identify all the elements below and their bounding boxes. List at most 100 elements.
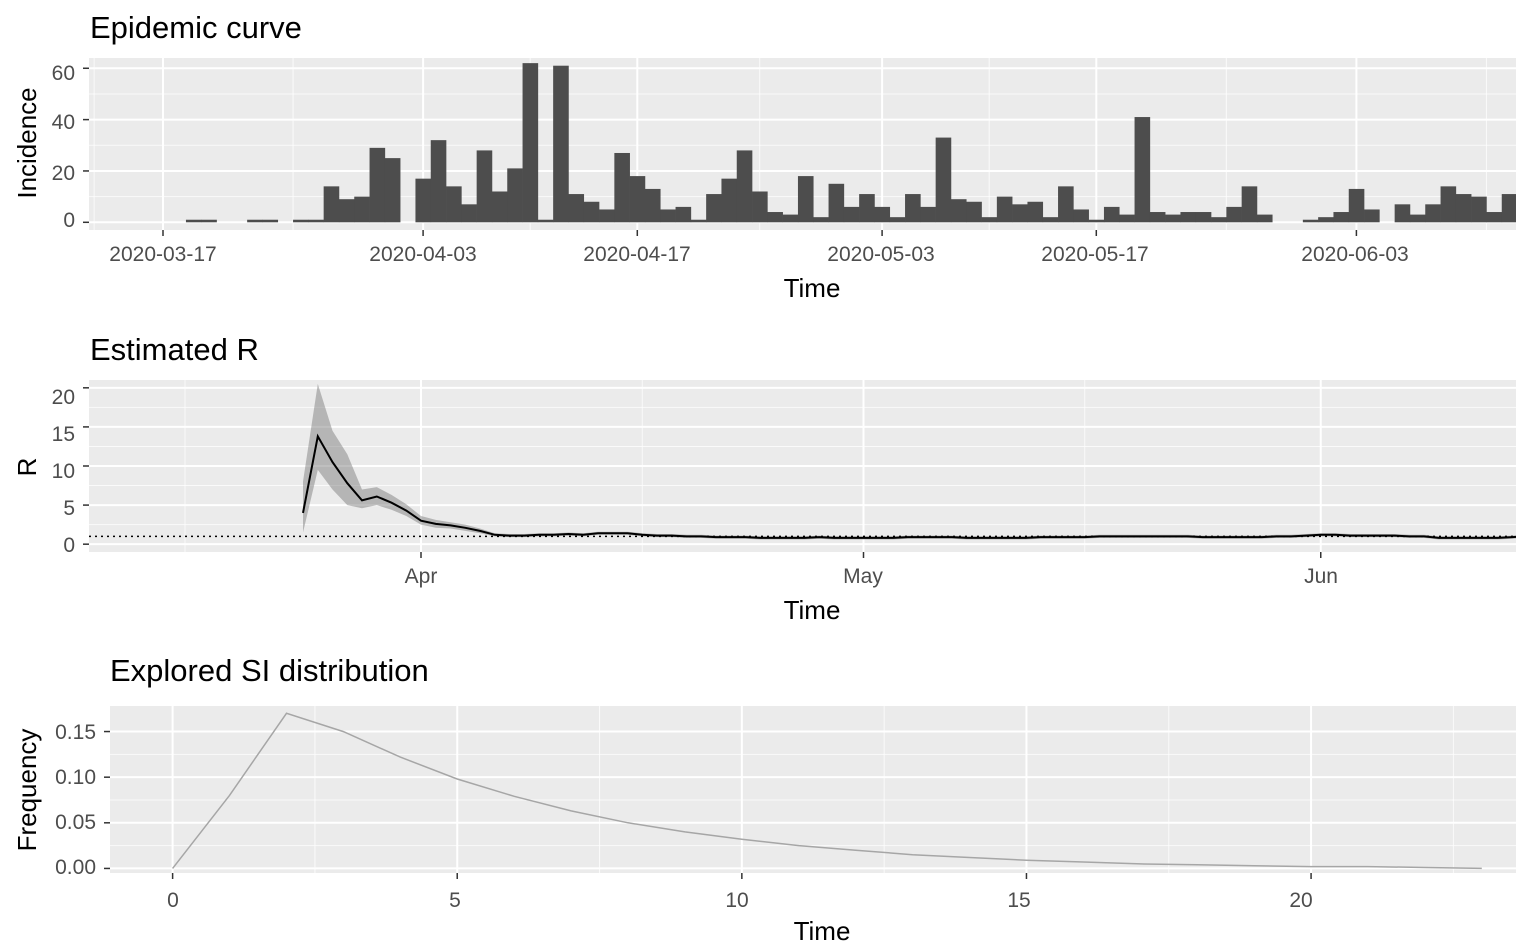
incidence-bar (568, 194, 585, 223)
incidence-bar (874, 206, 891, 223)
estimated-r-title: Estimated R (90, 332, 259, 367)
incidence-bar (1333, 212, 1350, 223)
incidence-bar (323, 186, 340, 223)
incidence-bar (1119, 214, 1135, 223)
incidence-bar (859, 194, 875, 223)
incidence-bar (1012, 204, 1028, 223)
incidence-bar (1394, 204, 1411, 223)
x-tick-label: 2020-04-17 (583, 243, 690, 266)
incidence-bar (491, 191, 508, 223)
x-tick-label: 20 (1289, 889, 1312, 912)
x-tick-label: 2020-06-03 (1301, 243, 1408, 266)
incidence-bar (308, 219, 324, 223)
incidence-bar (843, 206, 860, 223)
incidence-bar (1195, 212, 1212, 223)
incidence-bar (797, 176, 814, 223)
estimated-r-x-axis-title: Time (784, 595, 841, 625)
x-tick-label: 2020-05-17 (1041, 243, 1148, 266)
incidence-bar (430, 140, 447, 223)
incidence-bar (905, 194, 921, 223)
incidence-bar (415, 178, 432, 223)
incidence-bar (262, 219, 279, 223)
incidence-bar (706, 194, 722, 223)
y-tick-label: 40 (52, 111, 75, 134)
incidence-bar (889, 217, 906, 223)
incidence-bar (1134, 117, 1151, 223)
x-tick-label: 0 (167, 889, 179, 912)
incidence-bar (966, 201, 982, 223)
y-tick-label: 5 (63, 497, 75, 520)
incidence-bar (721, 178, 738, 223)
estimated-r-chart: Estimated R 0 5 10 15 20 Apr May Jun Tim… (12, 332, 1516, 625)
estimated-r-y-axis-title: R (12, 458, 42, 477)
y-tick-label: 0.15 (55, 721, 96, 744)
si-distribution-chart: Explored SI distribution 0.00 0.05 0.10 … (12, 653, 1516, 946)
incidence-bar (1088, 219, 1105, 223)
y-tick-label: 15 (52, 423, 75, 446)
incidence-bar (981, 217, 998, 223)
x-tick-label: Apr (405, 565, 438, 588)
r-credible-interval-band (303, 383, 1516, 540)
incidence-bar (752, 191, 768, 223)
y-tick-label: 0.10 (55, 766, 96, 789)
incidence-bar (1256, 214, 1273, 223)
incidence-bar (583, 201, 600, 223)
incidence-bar (1027, 201, 1044, 223)
incidence-bar (690, 219, 707, 223)
incidence-bar (1409, 214, 1426, 223)
incidence-bar (1486, 212, 1503, 223)
estimated-r-series (89, 383, 1516, 540)
incidence-bar (461, 204, 477, 223)
incidence-bar (1103, 206, 1120, 223)
incidence-bar (614, 152, 630, 223)
incidence-bar (1211, 217, 1227, 223)
incidence-bar (1241, 186, 1258, 223)
si-distribution-title: Explored SI distribution (110, 653, 429, 688)
x-tick-label: Jun (1304, 565, 1338, 588)
epidemic-curve-y-axis-title: Incidence (12, 87, 42, 198)
incidence-bar (1455, 194, 1472, 223)
si-distribution-y-axis-title: Frequency (12, 729, 42, 852)
si-distribution-line (172, 712, 1482, 870)
epidemic-curve-x-axis-title: Time (784, 273, 841, 303)
si-distribution-x-axis-title: Time (794, 916, 851, 946)
incidence-bar (767, 212, 783, 223)
incidence-bar (1348, 188, 1365, 223)
r-mean-line (302, 433, 1516, 539)
incidence-bar (247, 219, 263, 223)
incidence-bar (920, 206, 936, 223)
incidence-bar (629, 176, 646, 223)
y-tick-label: 0.05 (55, 811, 96, 834)
epidemic-curve-y-ticks: 0 20 40 60 (52, 62, 75, 232)
incidence-bar (935, 137, 952, 223)
si-distribution-gridlines (104, 706, 1516, 879)
x-tick-label: 10 (725, 889, 748, 912)
incidence-bar (476, 150, 493, 223)
incidence-bar (813, 217, 829, 223)
x-tick-label: 2020-03-17 (109, 243, 216, 266)
incidence-bar (201, 219, 217, 223)
y-tick-label: 20 (52, 162, 75, 185)
incidence-bar (1165, 214, 1181, 223)
incidence-bar (1149, 212, 1166, 223)
incidence-bar (522, 63, 539, 223)
y-tick-label: 0.00 (55, 856, 96, 879)
incidence-bar (1364, 209, 1380, 223)
incidence-bar (1318, 217, 1334, 223)
incidence-bar (644, 188, 661, 223)
si-distribution-y-ticks: 0.00 0.05 0.10 0.15 (55, 721, 96, 879)
incidence-bar (1042, 217, 1059, 223)
y-tick-label: 0 (63, 209, 75, 232)
y-tick-label: 60 (52, 62, 75, 85)
incidence-bar (1073, 209, 1089, 223)
incidence-bar (1302, 219, 1319, 223)
estimated-r-y-ticks: 0 5 10 15 20 (52, 386, 75, 557)
incidence-bar (384, 158, 401, 223)
incidence-bar (1180, 212, 1197, 223)
incidence-bar (996, 196, 1013, 223)
incidence-bar (1425, 204, 1441, 223)
incidence-bar (1440, 186, 1457, 223)
incidence-bar (1501, 194, 1516, 223)
incidence-bar (338, 199, 355, 223)
